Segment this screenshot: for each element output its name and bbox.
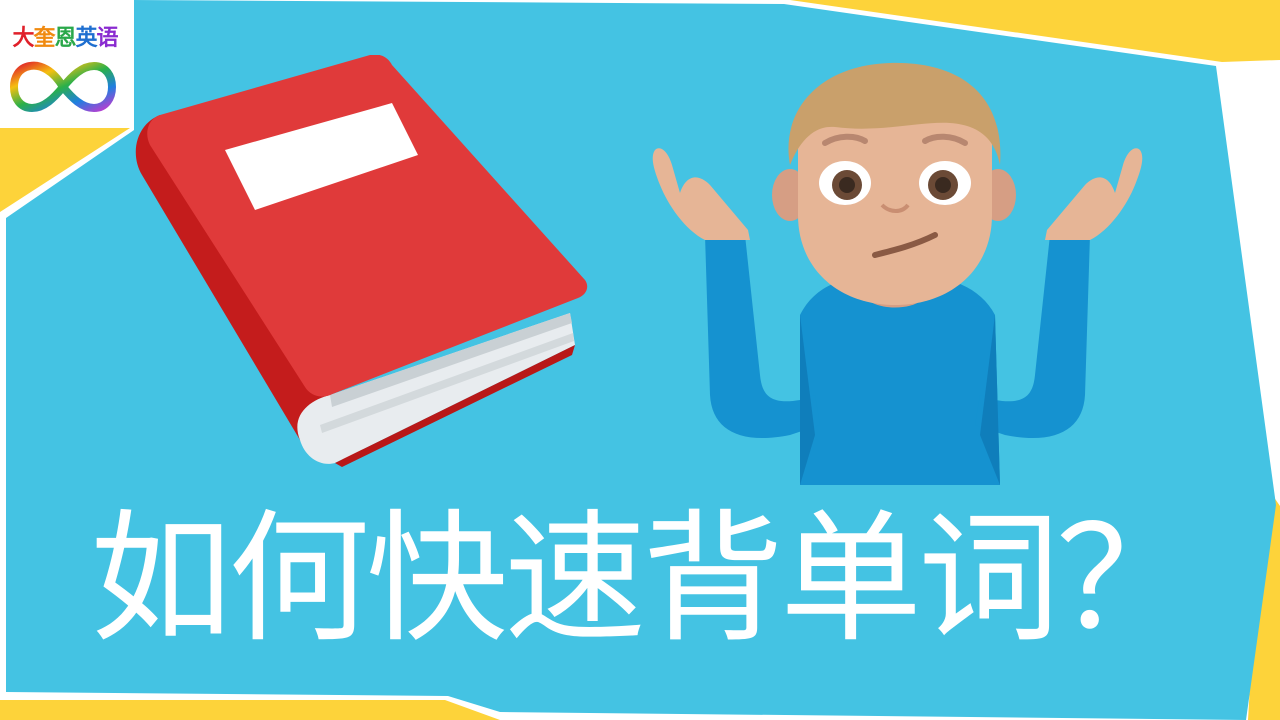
logo-char: 英	[75, 25, 98, 51]
logo-text: 大奎恩英语	[2, 26, 128, 50]
person-shrugging-icon	[652, 62, 1143, 485]
red-book-icon	[135, 55, 588, 467]
logo: 大奎恩英语	[0, 0, 130, 128]
logo-char: 恩	[54, 25, 76, 51]
infinity-rainbow-icon	[10, 61, 116, 113]
logo-char: 奎	[33, 25, 55, 51]
page-title: 如何快速背单词？	[90, 497, 1198, 662]
logo-char: 大	[12, 25, 34, 51]
logo-char: 语	[96, 25, 119, 51]
